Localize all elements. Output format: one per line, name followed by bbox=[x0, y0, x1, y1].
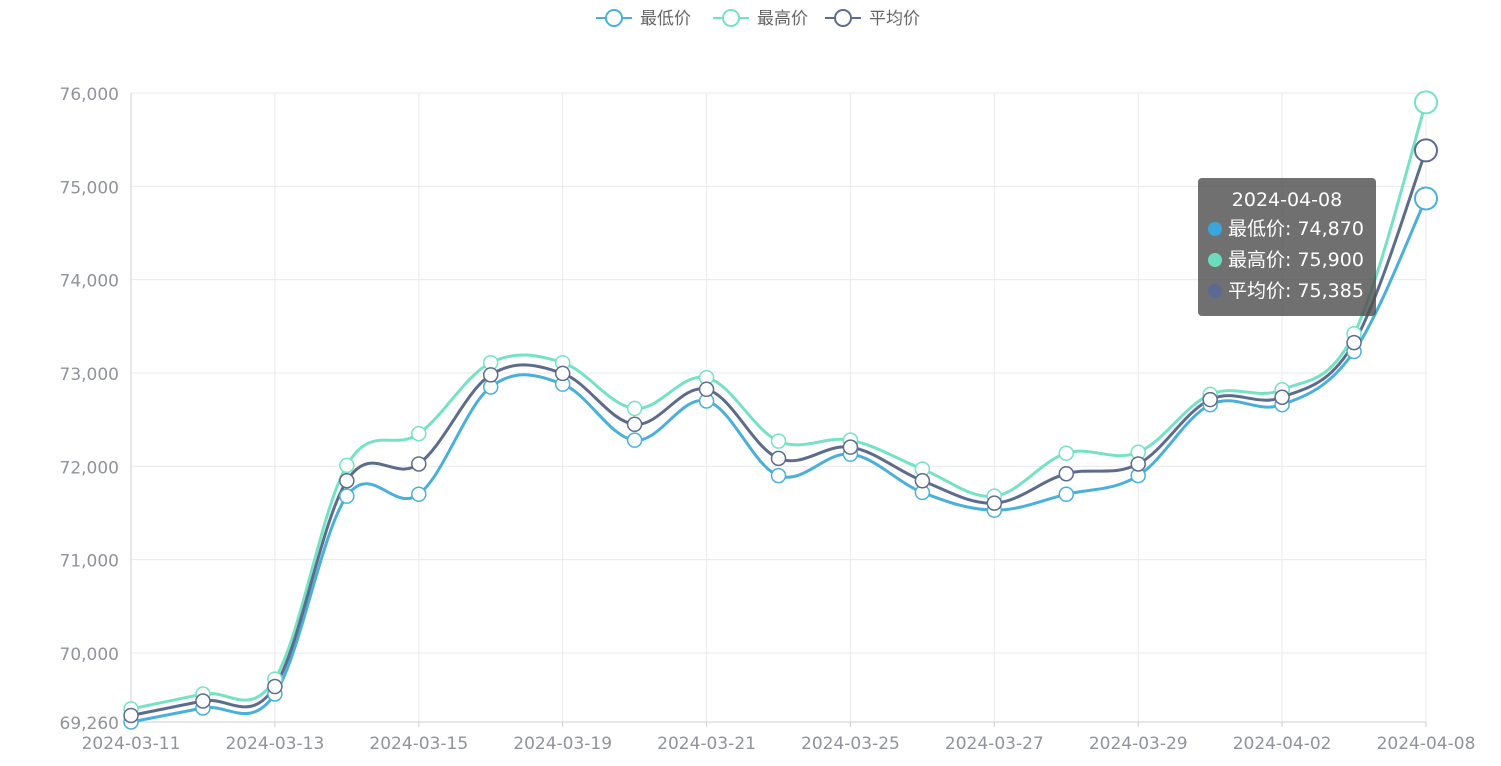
data-point bbox=[626, 416, 643, 433]
legend-label: 最低价 bbox=[640, 9, 691, 29]
tooltip-avg-label: 平均价: 75,385 bbox=[1228, 280, 1364, 302]
y-tick-label: 70,000 bbox=[60, 645, 119, 665]
data-point bbox=[626, 432, 643, 448]
y-tick-label: 71,000 bbox=[60, 552, 119, 572]
tooltip-avg-dot bbox=[1208, 284, 1222, 298]
data-point bbox=[411, 425, 427, 442]
x-tick-label: 2024-04-08 bbox=[1377, 734, 1476, 754]
x-tick-label: 2024-03-13 bbox=[225, 734, 324, 754]
y-tick-label: 76,000 bbox=[60, 85, 119, 105]
chart-tooltip: 2024-04-08 最低价: 74,870 最高价: 75,900 平均价: … bbox=[1198, 178, 1376, 316]
series-line-2 bbox=[130, 149, 1428, 717]
data-point bbox=[770, 433, 787, 449]
legend-marker bbox=[722, 9, 740, 27]
tooltip-row-low: 最低价: 74,870 bbox=[1208, 214, 1366, 245]
y-tick-label: 69,260 bbox=[60, 714, 119, 734]
tooltip-date: 2024-04-08 bbox=[1231, 189, 1343, 211]
data-point bbox=[1058, 466, 1075, 482]
data-point bbox=[1274, 389, 1290, 405]
data-point bbox=[842, 439, 859, 455]
data-point bbox=[770, 467, 787, 484]
data-point bbox=[770, 450, 787, 467]
data-point bbox=[1058, 486, 1075, 503]
data-point bbox=[482, 367, 499, 383]
tooltip-row-high: 最高价: 75,900 bbox=[1208, 245, 1366, 276]
x-tick-label: 2024-03-25 bbox=[801, 734, 900, 754]
data-point bbox=[1414, 90, 1438, 115]
data-point bbox=[195, 693, 211, 709]
legend-marker bbox=[605, 9, 623, 27]
data-point bbox=[1346, 334, 1362, 351]
y-tick-label: 72,000 bbox=[60, 458, 119, 478]
data-point bbox=[411, 486, 427, 503]
data-point bbox=[123, 707, 139, 724]
data-point bbox=[914, 473, 931, 489]
x-tick-label: 2024-03-19 bbox=[513, 734, 612, 754]
data-point bbox=[1414, 138, 1438, 163]
tooltip-low-label: 最低价: 74,870 bbox=[1228, 218, 1364, 240]
x-tick-label: 2024-03-11 bbox=[82, 734, 181, 754]
legend-label: 平均价 bbox=[869, 9, 920, 29]
tooltip-row-avg: 平均价: 75,385 bbox=[1208, 276, 1366, 307]
x-tick-label: 2024-03-27 bbox=[945, 734, 1044, 754]
data-point bbox=[339, 457, 355, 474]
data-point bbox=[554, 365, 571, 382]
data-point bbox=[411, 456, 427, 472]
data-point bbox=[986, 495, 1003, 511]
data-point bbox=[626, 400, 643, 417]
y-tick-label: 75,000 bbox=[60, 178, 119, 198]
tooltip-high-dot bbox=[1208, 253, 1222, 267]
x-tick-label: 2024-04-02 bbox=[1233, 734, 1332, 754]
legend-label: 最高价 bbox=[757, 9, 808, 29]
tooltip-high-label: 最高价: 75,900 bbox=[1228, 249, 1364, 271]
data-point bbox=[698, 381, 715, 398]
y-tick-label: 73,000 bbox=[60, 365, 119, 385]
data-point bbox=[339, 473, 355, 489]
data-point bbox=[1414, 186, 1438, 211]
x-tick-label: 2024-03-29 bbox=[1089, 734, 1188, 754]
data-point bbox=[339, 488, 355, 504]
data-point bbox=[267, 678, 283, 695]
legend-marker bbox=[834, 9, 852, 27]
y-tick-label: 74,000 bbox=[60, 272, 119, 292]
data-point bbox=[1058, 445, 1075, 461]
data-point bbox=[1202, 391, 1218, 408]
x-tick-label: 2024-03-15 bbox=[369, 734, 468, 754]
x-tick-label: 2024-03-21 bbox=[657, 734, 756, 754]
tooltip-low-dot bbox=[1208, 222, 1222, 236]
data-point bbox=[1130, 456, 1146, 472]
